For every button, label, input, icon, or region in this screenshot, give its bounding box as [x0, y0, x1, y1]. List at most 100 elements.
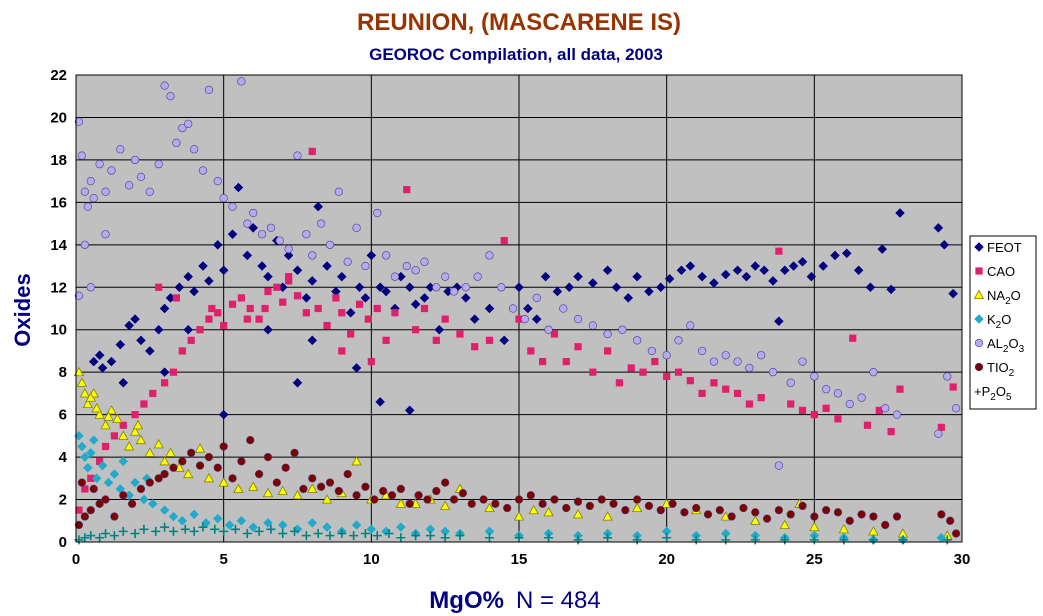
data-point-p2o5 [839, 535, 849, 545]
data-point-feot [484, 303, 495, 314]
data-point-tio2 [343, 469, 352, 479]
data-point-na2o [103, 411, 114, 421]
data-point-al2o3 [461, 283, 470, 292]
series-al2o3 [74, 77, 961, 470]
data-point-k2o [139, 494, 149, 505]
data-point-tio2 [86, 506, 95, 515]
data-point-feot [360, 293, 371, 303]
data-point-cao [355, 300, 364, 308]
data-point-p2o5 [573, 535, 583, 545]
data-point-p2o5 [139, 524, 149, 534]
data-point-al2o3 [951, 404, 961, 413]
data-point-tio2 [668, 499, 677, 508]
data-point-al2o3 [786, 378, 795, 387]
data-point-al2o3 [219, 193, 228, 203]
data-point-na2o [106, 405, 117, 415]
data-point-cao [332, 294, 340, 302]
data-point-tio2 [774, 506, 784, 515]
data-point-cao [615, 379, 624, 387]
data-point-tio2 [441, 478, 450, 487]
data-point-feot [227, 229, 238, 240]
data-point-k2o [168, 511, 179, 522]
data-point-al2o3 [544, 325, 553, 334]
data-point-al2o3 [198, 166, 208, 175]
data-point-cao [273, 283, 281, 291]
data-point-feot [933, 222, 944, 233]
data-point-p2o5 [80, 533, 90, 543]
data-point-na2o [165, 447, 176, 457]
data-point-feot [322, 261, 332, 271]
data-point-p2o5 [372, 531, 382, 541]
data-point-cao [604, 347, 612, 355]
data-point-tio2 [573, 497, 583, 506]
data-point-al2o3 [845, 399, 854, 409]
data-point-cao [798, 406, 807, 414]
data-point-tio2 [272, 478, 281, 487]
data-point-tio2 [74, 520, 84, 530]
data-point-feot [523, 303, 533, 314]
data-point-cao [172, 294, 181, 302]
data-point-al2o3 [178, 123, 187, 133]
data-point-cao [949, 383, 957, 391]
data-point-p2o5 [603, 533, 613, 543]
data-point-na2o [321, 494, 333, 504]
x-axis-title: MgO% [429, 587, 504, 614]
data-point-feot [404, 405, 415, 416]
data-point-feot [676, 265, 687, 276]
data-point-al2o3 [774, 461, 784, 470]
data-point-cao [264, 287, 272, 296]
data-point-tio2 [937, 510, 946, 519]
data-point-al2o3 [343, 257, 352, 266]
data-point-na2o [292, 489, 303, 500]
data-point-feot [720, 269, 731, 280]
data-point-al2o3 [745, 363, 754, 373]
data-point-k2o [82, 462, 93, 473]
data-point-al2o3 [381, 251, 391, 260]
data-point-tio2 [213, 463, 222, 472]
legend-marker [974, 362, 984, 372]
data-point-k2o [147, 498, 158, 509]
data-point-al2o3 [228, 202, 237, 211]
data-point-na2o [838, 523, 850, 534]
data-point-feot [886, 284, 896, 295]
data-point-p2o5 [721, 535, 731, 545]
data-point-na2o [85, 392, 96, 402]
data-point-tio2 [585, 501, 595, 511]
data-point-tio2 [449, 495, 459, 504]
data-point-feot [410, 299, 421, 310]
data-point-tio2 [727, 512, 736, 521]
data-point-tio2 [299, 484, 308, 494]
data-point-al2o3 [325, 240, 335, 249]
data-point-na2o [135, 434, 147, 445]
data-point-p2o5 [780, 535, 790, 545]
data-point-k2o [248, 522, 259, 532]
data-point-tio2 [621, 506, 630, 515]
data-point-feot [97, 363, 108, 373]
data-point-tio2 [458, 489, 468, 498]
data-point-cao [246, 304, 254, 313]
data-point-cao [161, 379, 169, 387]
data-point-tio2 [503, 503, 512, 513]
data-point-tio2 [479, 495, 488, 504]
data-point-cao [110, 432, 118, 440]
data-point-cao [500, 236, 508, 245]
legend-item-tio2: TIO2 [974, 360, 1015, 379]
data-point-cao [364, 315, 372, 323]
data-point-p2o5 [278, 529, 288, 539]
data-point-feot [759, 265, 769, 276]
data-point-na2o [79, 388, 91, 398]
data-point-na2o [750, 515, 761, 525]
data-point-al2o3 [709, 357, 719, 366]
data-point-al2o3 [473, 272, 482, 281]
data-point-al2o3 [125, 181, 134, 190]
data-point-feot [233, 182, 244, 193]
data-point-feot [183, 324, 194, 335]
data-point-cao [539, 357, 547, 366]
data-point-k2o [366, 524, 377, 535]
data-point-na2o [868, 526, 879, 536]
data-point-tio2 [136, 484, 146, 494]
data-point-cao [338, 347, 346, 355]
data-point-feot [611, 282, 622, 293]
data-point-al2o3 [116, 145, 125, 154]
data-point-feot [301, 293, 312, 303]
